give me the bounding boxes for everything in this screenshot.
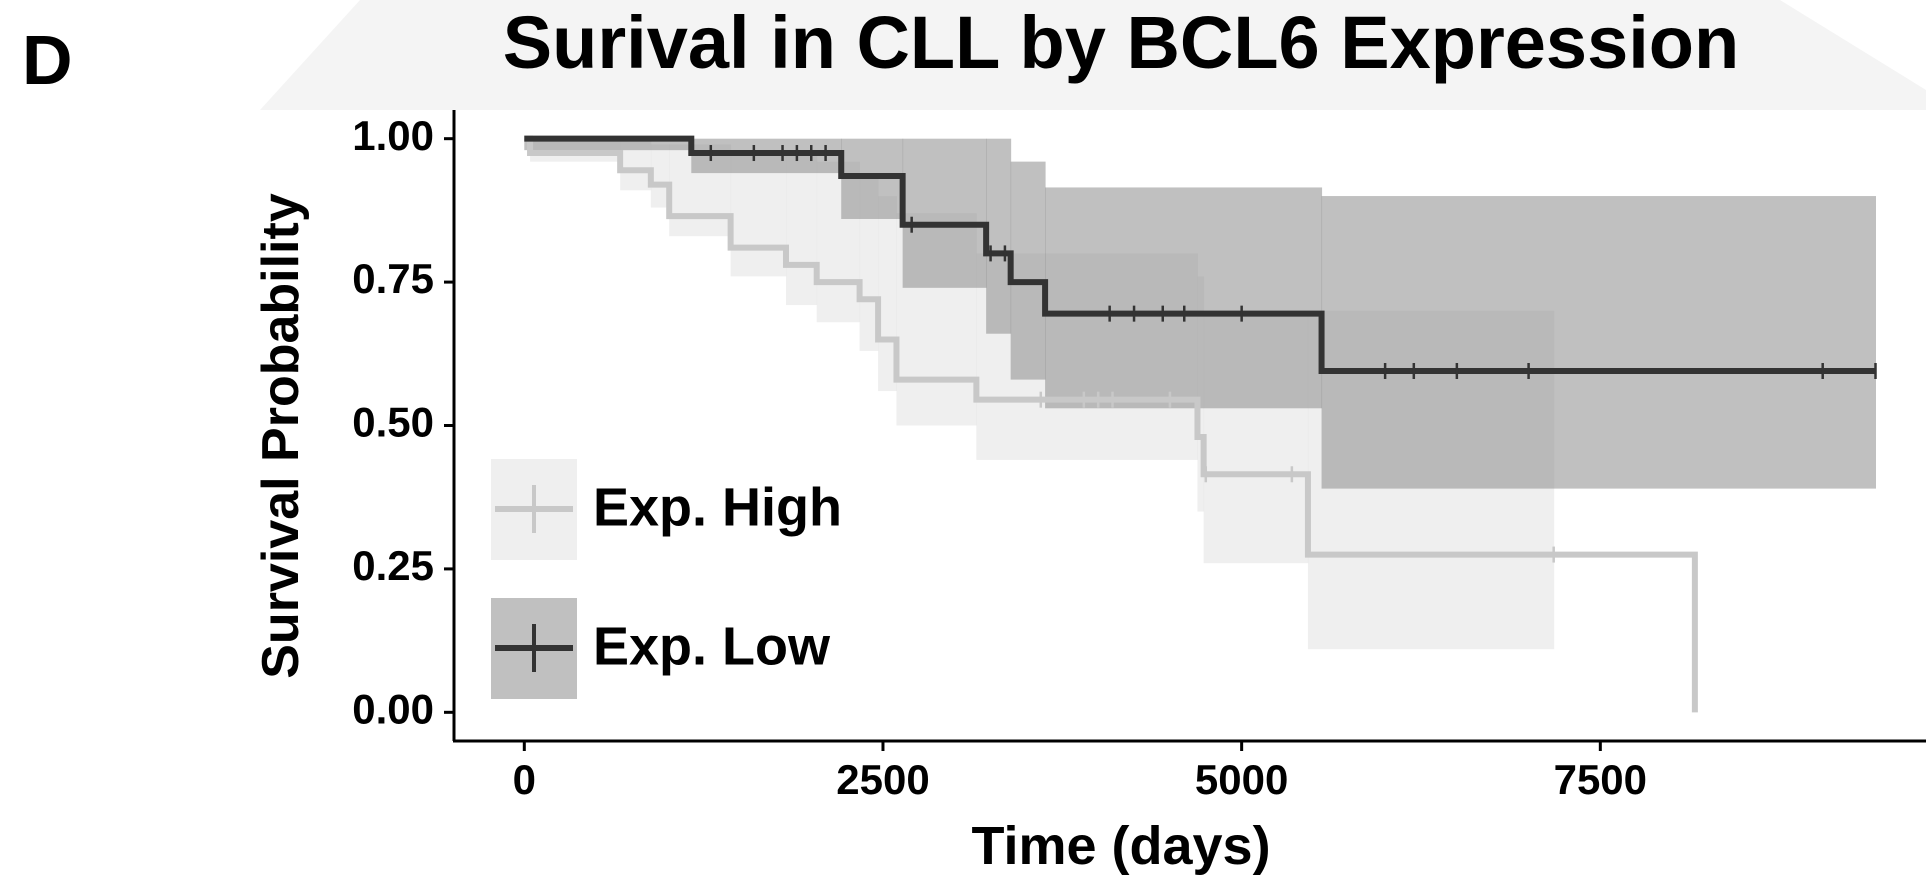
y-tick-label: 0.75 — [352, 255, 434, 302]
x-axis-title: Time (days) — [971, 816, 1270, 876]
confidence-band — [1045, 187, 1323, 409]
confidence-band — [650, 144, 670, 208]
header-backdrop — [260, 0, 1926, 110]
legend: Exp. High Exp. Low — [491, 459, 842, 699]
confidence-band — [986, 138, 1012, 334]
confidence-band — [1321, 196, 1876, 489]
confidence-band — [785, 155, 818, 306]
confidence-band — [1010, 161, 1046, 380]
legend-label: Exp. Low — [593, 616, 831, 676]
y-tick-label: 1.00 — [352, 112, 434, 159]
confidence-band — [524, 138, 692, 151]
confidence-band — [902, 138, 987, 288]
y-tick-label: 0.00 — [352, 685, 434, 732]
y-axis-title: Survival Probability — [252, 193, 310, 679]
chart-title: Surival in CLL by BCL6 Expression — [503, 1, 1739, 84]
x-tick-label: 7500 — [1554, 756, 1647, 803]
legend-label: Exp. High — [593, 477, 842, 537]
confidence-band — [859, 178, 879, 351]
x-tick-label: 5000 — [1195, 756, 1288, 803]
y-tick-label: 0.50 — [352, 399, 434, 446]
curves — [524, 135, 1877, 713]
axes: 0.00 0.25 0.50 0.75 1.00 0 2500 5000 7500 — [352, 110, 1926, 803]
x-tick-label: 0 — [513, 756, 536, 803]
x-tick-label: 2500 — [836, 756, 929, 803]
y-tick-label: 0.25 — [352, 542, 434, 589]
panel-label: D — [22, 21, 73, 99]
survival-curve — [524, 135, 1698, 713]
